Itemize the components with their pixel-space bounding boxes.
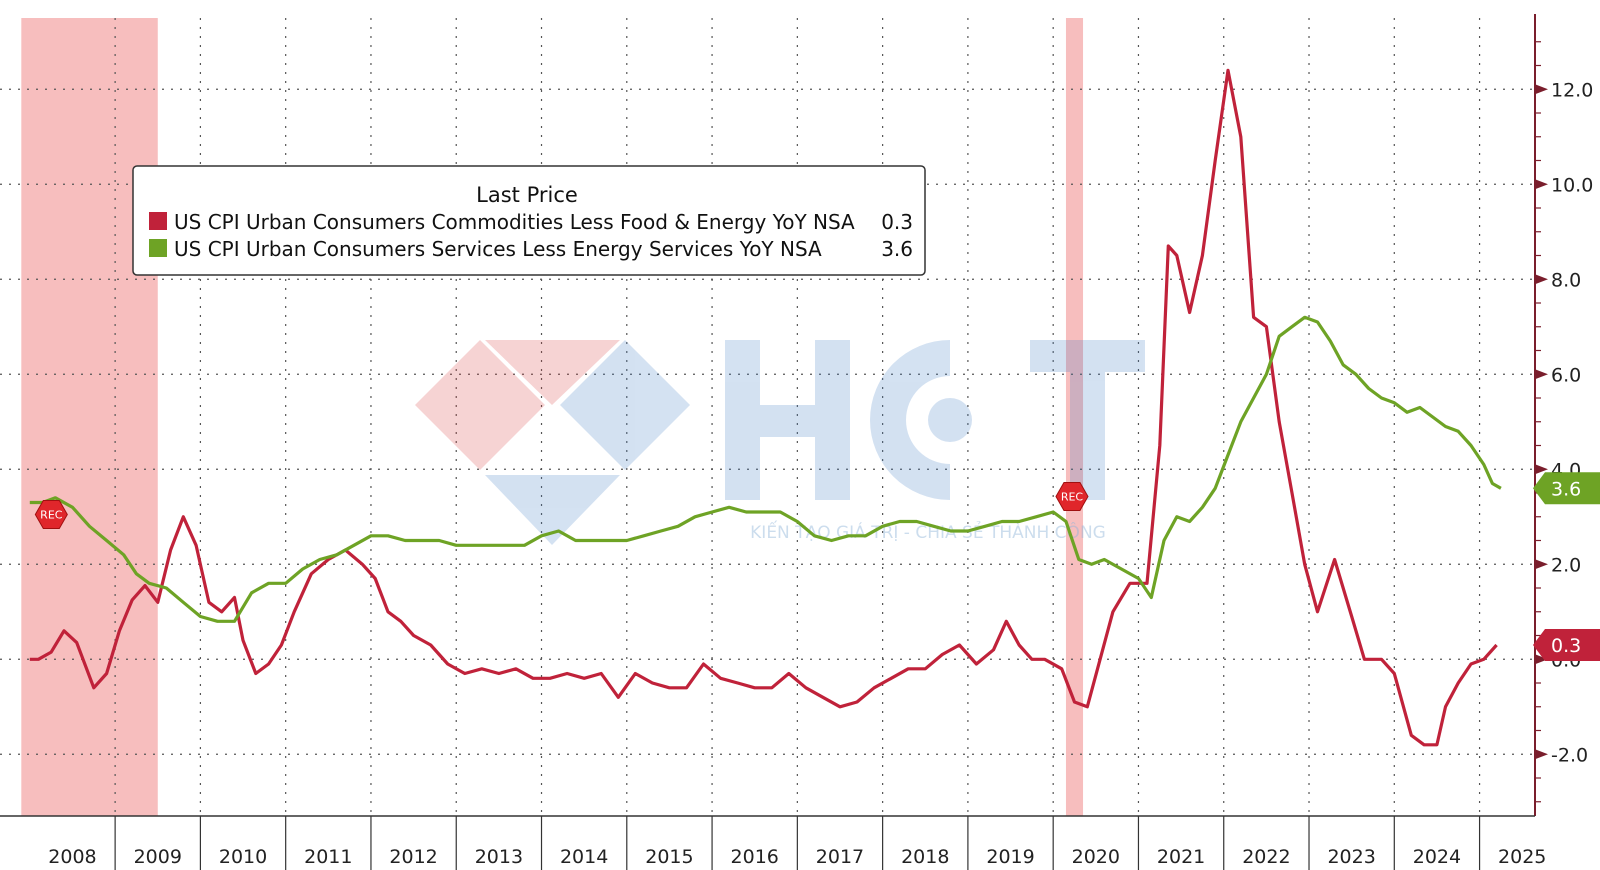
last-value-tag-shape: [1533, 629, 1600, 661]
legend-box: [132, 165, 926, 276]
x-tick-label: 2017: [816, 846, 864, 868]
x-tick-label: 2012: [389, 846, 437, 868]
series-line-1: [29, 315, 1502, 623]
y-tick-label: -2.0: [1551, 744, 1588, 766]
legend-title: Last Price: [476, 183, 578, 207]
legend-swatch-commodities: [149, 212, 167, 230]
x-tick-label: 2009: [134, 846, 182, 868]
y-tick-mark: [1535, 749, 1548, 760]
y-tick-label: 12.0: [1551, 79, 1593, 101]
last-value-tag-0: 0.3: [1533, 629, 1600, 661]
x-axis: 2008 2009 2010 2011 2012 2013 2014 2015 2016 2017…: [0, 815, 1546, 870]
legend-swatch-services: [149, 239, 167, 257]
last-value-tag-label: 3.6: [1551, 478, 1581, 500]
x-tick-label: 2023: [1327, 846, 1375, 868]
rec-marker-label: REC: [40, 509, 63, 522]
rec-marker-icon: REC: [34, 500, 68, 529]
recession-band: [1065, 18, 1084, 816]
rec-marker-shape: [34, 500, 68, 529]
x-tick-label: 2018: [901, 846, 949, 868]
x-tick-label: 2024: [1413, 846, 1461, 868]
series-line-0: [29, 68, 1498, 747]
recession-band: [21, 18, 158, 816]
x-tick-label: 2011: [304, 846, 352, 868]
y-tick-mark: [1535, 464, 1548, 475]
x-tick-label: 2020: [1072, 846, 1120, 868]
rec-marker-icon: REC: [1055, 482, 1089, 511]
last-value-tags: 0.3 3.6: [1533, 472, 1600, 661]
last-value-tag-shape: [1533, 472, 1600, 505]
recession-shading-group: [21, 18, 1084, 816]
legend-last-services: 3.6: [881, 237, 913, 261]
x-tick-label: 2016: [731, 846, 779, 868]
y-tick-label: 8.0: [1551, 269, 1581, 291]
legend-label-services: US CPI Urban Consumers Services Less Ene…: [174, 237, 822, 261]
y-tick-mark: [1535, 559, 1548, 570]
y-tick-label: 2.0: [1551, 554, 1581, 576]
watermark-tagline: KIẾN TẠO GIÁ TRỊ - CHIA SẺ THÀNH CÔNG: [750, 519, 1106, 543]
y-tick-mark: [1535, 179, 1548, 190]
y-tick-label: 10.0: [1551, 174, 1593, 196]
x-tick-label: 2008: [48, 846, 96, 868]
last-value-tag-label: 0.3: [1551, 635, 1581, 657]
y-axis: -2.00.02.04.06.08.010.012.0: [1534, 14, 1593, 816]
x-tick-label: 2015: [645, 846, 693, 868]
y-tick-mark: [1535, 84, 1548, 95]
legend-last-commodities: 0.3: [881, 210, 913, 234]
x-tick-label: 2022: [1242, 846, 1290, 868]
last-value-tag-1: 3.6: [1533, 472, 1600, 505]
watermark-logo-icon: [415, 340, 690, 545]
watermark: KIẾN TẠO GIÁ TRỊ - CHIA SẺ THÀNH CÔNG: [415, 340, 1145, 545]
y-tick-label: 6.0: [1551, 364, 1581, 386]
rec-marker-label: REC: [1061, 491, 1084, 504]
gridlines: [0, 18, 1535, 816]
x-tick-label: 2019: [986, 846, 1034, 868]
x-tick-label: 2025: [1498, 846, 1546, 868]
x-tick-label: 2010: [219, 846, 267, 868]
y-tick-mark: [1535, 654, 1548, 665]
series-lines: REC REC: [29, 68, 1502, 747]
watermark-letters-icon: [725, 340, 1145, 500]
x-tick-label: 2014: [560, 846, 608, 868]
legend: Last Price US CPI Urban Consumers Commod…: [132, 165, 926, 276]
y-tick-mark: [1535, 274, 1548, 285]
x-tick-label: 2013: [475, 846, 523, 868]
x-tick-label: 2021: [1157, 846, 1205, 868]
rec-marker-shape: [1055, 482, 1089, 511]
y-tick-mark: [1535, 369, 1548, 380]
legend-label-commodities: US CPI Urban Consumers Commodities Less …: [174, 210, 855, 234]
